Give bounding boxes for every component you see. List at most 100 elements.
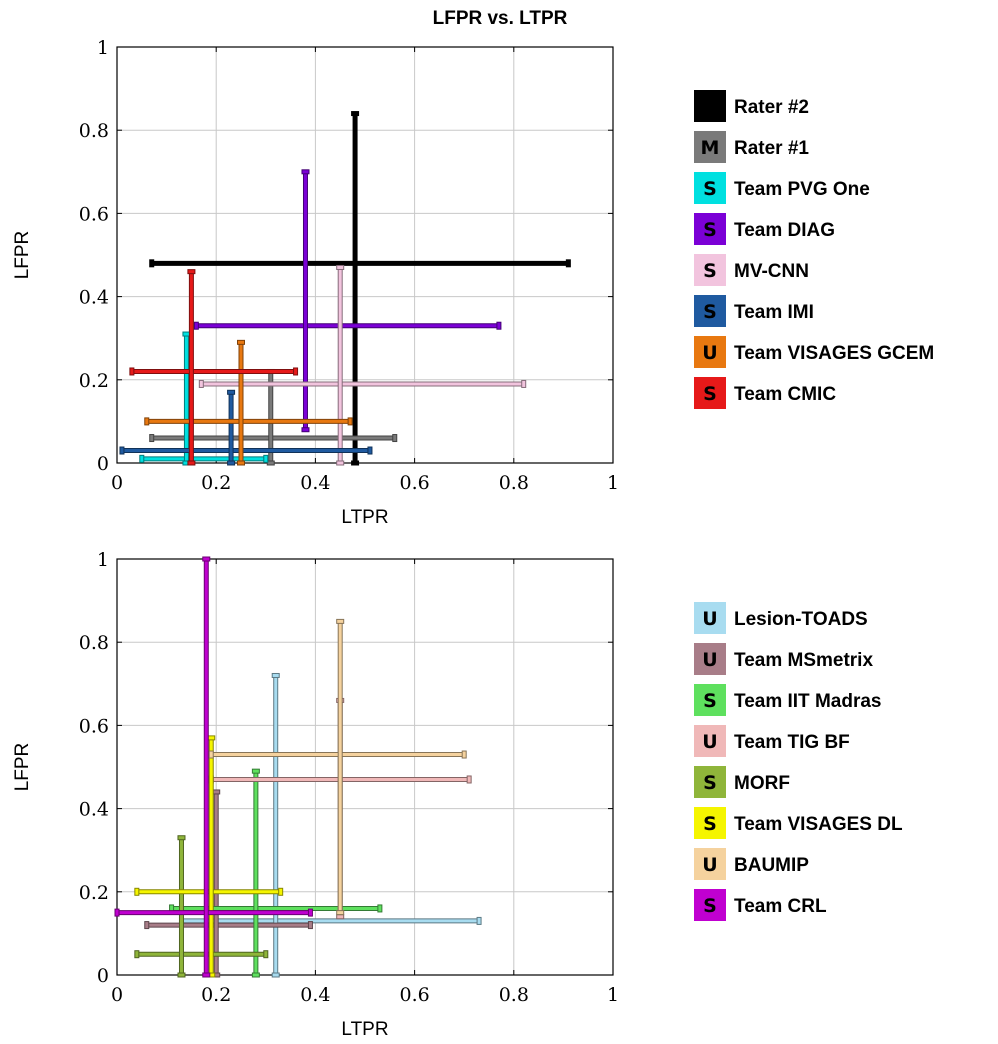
legend-label: Rater #2 xyxy=(734,97,809,118)
legend-label: Team MSmetrix xyxy=(734,650,873,671)
series-4 xyxy=(134,835,269,978)
range-cap xyxy=(351,460,360,466)
legend-marker-letter: S xyxy=(703,301,717,323)
legend-swatch xyxy=(694,295,726,327)
legend-item: M Rater #1 xyxy=(694,131,809,163)
y-tick-label: 0.6 xyxy=(79,203,109,225)
range-cap xyxy=(187,269,196,275)
range-cap xyxy=(251,768,260,774)
legend-swatch xyxy=(694,807,726,839)
series-4 xyxy=(198,264,527,466)
range-cap xyxy=(187,460,196,466)
range-cap xyxy=(227,460,236,466)
range-cap xyxy=(301,169,310,175)
y-axis-label: LFPR xyxy=(12,231,33,280)
y-tick-label: 0.4 xyxy=(79,287,109,309)
legend-marker-letter: U xyxy=(702,649,717,671)
y-tick-label: 0.2 xyxy=(79,370,109,392)
range-cap xyxy=(177,972,186,978)
range-cap xyxy=(307,908,313,917)
range-cap xyxy=(336,460,345,466)
legend-swatch xyxy=(694,684,726,716)
y-tick-label: 0 xyxy=(97,453,109,475)
legend-swatch xyxy=(694,336,726,368)
legend-label: Rater #1 xyxy=(734,138,809,159)
legend-label: Team VISAGES GCEM xyxy=(734,343,934,364)
x-tick-label: 0 xyxy=(111,984,123,1006)
legend-marker-letter: S xyxy=(703,219,717,241)
range-cap xyxy=(251,972,260,978)
range-cap xyxy=(461,750,467,759)
top-chart: 00 0.2 0.2 0.4 0.4 0.6 0.6 0.8 0.8 1 1 LTPR LFPR Rate… xyxy=(12,37,934,528)
range-cap xyxy=(208,750,214,759)
series-6 xyxy=(144,339,353,466)
y-tick-label: 0.2 xyxy=(79,882,109,904)
legend-swatch xyxy=(694,725,726,757)
legend-marker-letter: S xyxy=(703,772,717,794)
y-tick-label: 0.8 xyxy=(79,120,109,142)
x-tick-label: 0 xyxy=(111,472,123,494)
x-tick-label: 1 xyxy=(607,984,619,1006)
series-6 xyxy=(208,618,467,916)
range-cap xyxy=(293,367,299,376)
range-cap xyxy=(336,914,345,920)
range-cap xyxy=(367,446,373,455)
legend-label: Team VISAGES DL xyxy=(734,814,903,835)
legend-item: U Team TIG BF xyxy=(694,725,850,757)
legend-marker-letter: S xyxy=(703,690,717,712)
range-cap xyxy=(114,908,120,917)
legend-marker-letter: S xyxy=(703,260,717,282)
range-cap xyxy=(139,454,145,463)
legend-swatch xyxy=(694,602,726,634)
legend-swatch xyxy=(694,172,726,204)
legend-item: S Team VISAGES DL xyxy=(694,807,903,839)
legend-marker-letter: U xyxy=(702,731,717,753)
figure-title: LFPR vs. LTPR xyxy=(433,8,568,29)
legend-swatch xyxy=(694,377,726,409)
legend-item: S Team IMI xyxy=(694,295,814,327)
legend-label: Team TIG BF xyxy=(734,732,850,753)
legend-marker-letter: U xyxy=(702,854,717,876)
range-cap xyxy=(336,264,345,270)
range-cap xyxy=(263,950,269,959)
y-tick-label: 0.8 xyxy=(79,632,109,654)
range-cap xyxy=(227,389,236,395)
legend-item: S Team PVG One xyxy=(694,172,870,204)
range-cap xyxy=(144,417,150,426)
legend-label: Team IMI xyxy=(734,302,814,323)
x-axis-label: LTPR xyxy=(341,507,388,528)
legend-marker-letter: S xyxy=(703,895,717,917)
range-cap xyxy=(237,460,245,466)
range-cap xyxy=(307,921,313,930)
legend-label: Team PVG One xyxy=(734,179,870,200)
range-cap xyxy=(129,367,135,376)
range-cap xyxy=(237,339,245,345)
range-cap xyxy=(392,434,398,443)
range-cap xyxy=(134,950,140,959)
legend-item: Rater #2 xyxy=(694,90,809,122)
legend-label: Team CRL xyxy=(734,896,827,917)
legend-marker-letter: M xyxy=(701,137,720,159)
plot-frame xyxy=(116,558,614,976)
legend-item: U BAUMIP xyxy=(694,848,809,880)
series-2 xyxy=(139,331,269,466)
x-tick-label: 0.4 xyxy=(300,472,330,494)
y-tick-label: 0.4 xyxy=(79,799,109,821)
legend-item: U Team VISAGES GCEM xyxy=(694,336,934,368)
range-cap xyxy=(212,789,221,795)
x-tick-label: 0.8 xyxy=(499,984,529,1006)
series-0 xyxy=(178,672,482,978)
y-axis-label: LFPR xyxy=(12,743,33,792)
legend-item: S Team DIAG xyxy=(694,213,835,245)
legend-label: MV-CNN xyxy=(734,261,809,282)
range-cap xyxy=(271,972,280,978)
legend-item: S Team IIT Madras xyxy=(694,684,881,716)
legend-label: MORF xyxy=(734,773,790,794)
range-cap xyxy=(565,259,571,268)
range-cap xyxy=(177,835,186,841)
legend-swatch xyxy=(694,889,726,921)
range-cap xyxy=(271,672,280,678)
series-3 xyxy=(193,169,502,433)
x-tick-label: 0.6 xyxy=(399,984,429,1006)
